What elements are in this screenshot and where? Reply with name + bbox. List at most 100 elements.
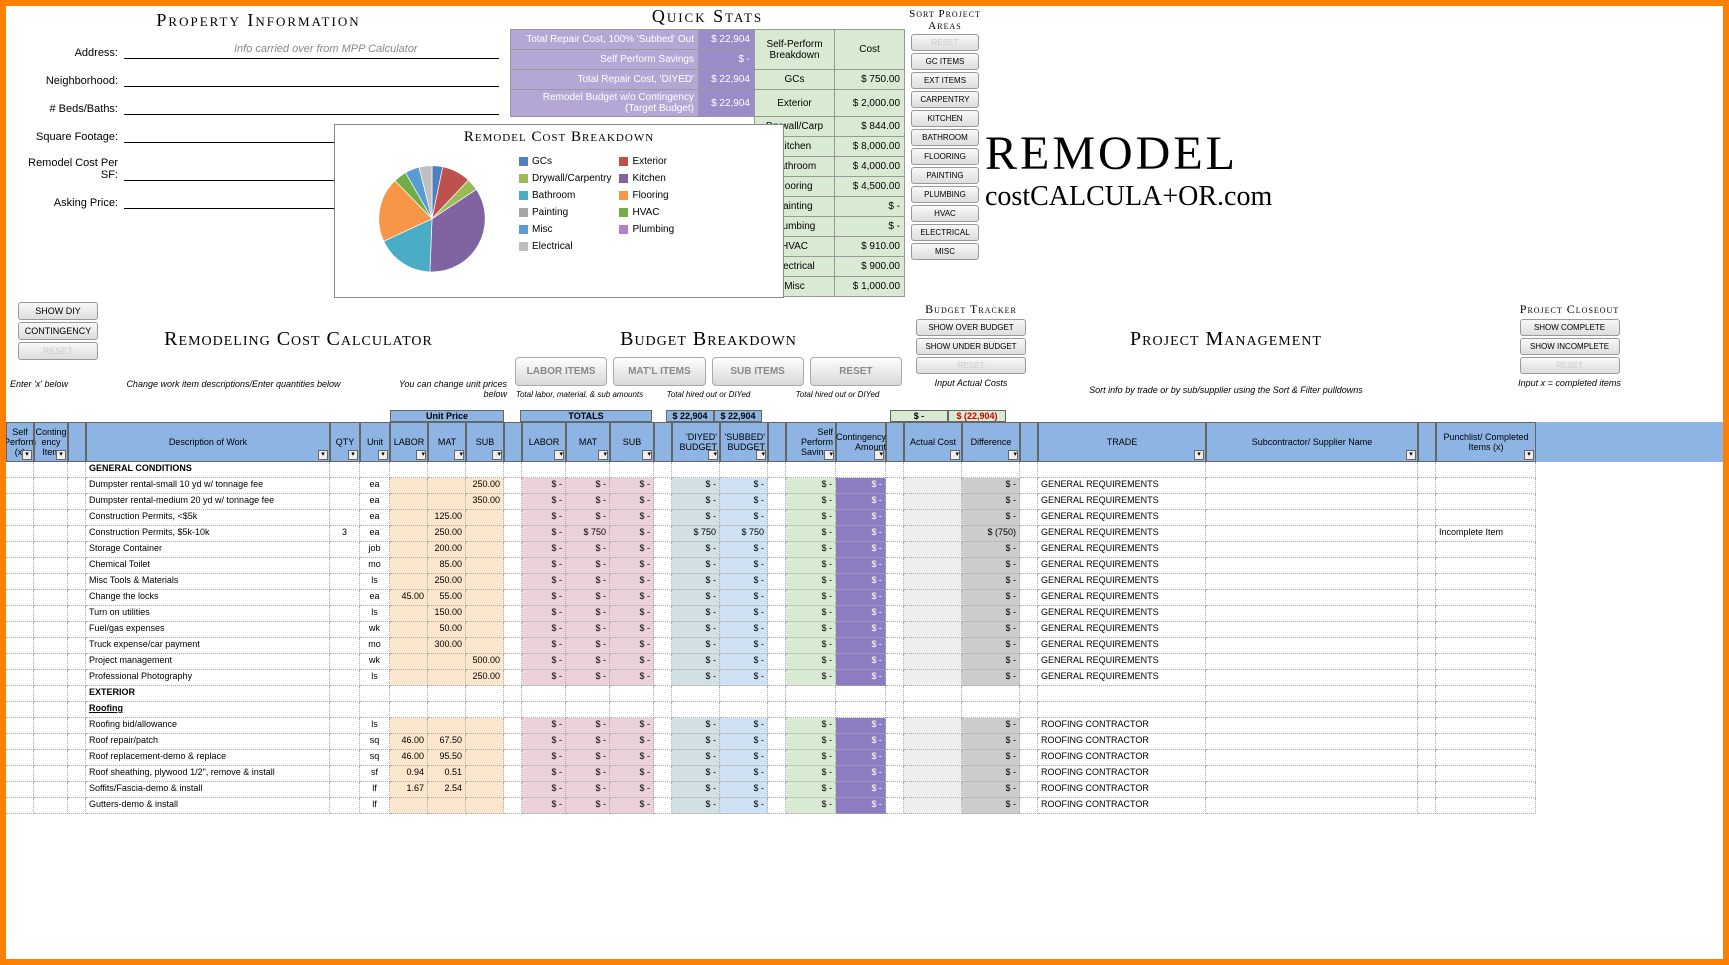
- filter-icon[interactable]: ▾: [824, 450, 834, 460]
- cell[interactable]: $ -: [836, 574, 886, 590]
- cell[interactable]: $ -: [786, 590, 836, 606]
- sort-btn-plumbing[interactable]: PLUMBING: [911, 186, 979, 203]
- cell[interactable]: [1206, 638, 1418, 654]
- column-header[interactable]: 'DIYED' BUDGET▾: [672, 422, 720, 462]
- cell[interactable]: [428, 686, 466, 702]
- cell[interactable]: [886, 670, 904, 686]
- cell[interactable]: [654, 558, 672, 574]
- cell[interactable]: [654, 702, 672, 718]
- cell[interactable]: $ -: [786, 526, 836, 542]
- cell[interactable]: $ -: [522, 782, 566, 798]
- cell[interactable]: $ -: [672, 766, 720, 782]
- cell[interactable]: $ -: [962, 558, 1020, 574]
- cell[interactable]: $ -: [610, 494, 654, 510]
- cell[interactable]: [466, 462, 504, 478]
- cell[interactable]: [522, 686, 566, 702]
- field-input[interactable]: [124, 101, 499, 115]
- sort-btn-electrical[interactable]: ELECTRICAL: [911, 224, 979, 241]
- filter-icon[interactable]: ▾: [1524, 450, 1534, 460]
- cell[interactable]: [1206, 670, 1418, 686]
- cell[interactable]: [1206, 462, 1418, 478]
- cell[interactable]: [1020, 734, 1038, 750]
- cell[interactable]: [466, 526, 504, 542]
- cell[interactable]: [904, 478, 962, 494]
- cell[interactable]: $ -: [566, 478, 610, 494]
- cell[interactable]: [1436, 558, 1536, 574]
- cell[interactable]: [504, 718, 522, 734]
- cell[interactable]: $ -: [522, 510, 566, 526]
- cell[interactable]: GENERAL REQUIREMENTS: [1038, 606, 1206, 622]
- cell[interactable]: $ -: [522, 638, 566, 654]
- cell[interactable]: [1436, 718, 1536, 734]
- cell[interactable]: [904, 734, 962, 750]
- cell[interactable]: [786, 462, 836, 478]
- cell[interactable]: [68, 494, 86, 510]
- cell[interactable]: [1038, 686, 1206, 702]
- cell[interactable]: [904, 590, 962, 606]
- cell[interactable]: ea: [360, 510, 390, 526]
- cell[interactable]: $ -: [962, 654, 1020, 670]
- cell[interactable]: [1436, 798, 1536, 814]
- cell[interactable]: $ -: [566, 590, 610, 606]
- cell[interactable]: [672, 462, 720, 478]
- cell[interactable]: [886, 558, 904, 574]
- cell[interactable]: lf: [360, 782, 390, 798]
- cell[interactable]: [654, 750, 672, 766]
- cell[interactable]: $ -: [720, 734, 768, 750]
- cell[interactable]: [654, 494, 672, 510]
- cell[interactable]: [1418, 478, 1436, 494]
- cell[interactable]: [1206, 510, 1418, 526]
- cell[interactable]: [1436, 542, 1536, 558]
- cell[interactable]: [6, 702, 34, 718]
- cell[interactable]: [6, 574, 34, 590]
- cell[interactable]: [1206, 478, 1418, 494]
- cell[interactable]: 250.00: [428, 526, 466, 542]
- cell[interactable]: $ -: [566, 558, 610, 574]
- cell[interactable]: [1436, 654, 1536, 670]
- cell[interactable]: $ -: [672, 654, 720, 670]
- cell[interactable]: mo: [360, 638, 390, 654]
- cell[interactable]: [466, 590, 504, 606]
- sort-btn-bathroom[interactable]: BATHROOM: [911, 129, 979, 146]
- cell[interactable]: [34, 606, 68, 622]
- cell[interactable]: 300.00: [428, 638, 466, 654]
- cell[interactable]: ROOFING CONTRACTOR: [1038, 798, 1206, 814]
- cell[interactable]: [330, 798, 360, 814]
- cell[interactable]: GENERAL REQUIREMENTS: [1038, 574, 1206, 590]
- cell[interactable]: ROOFING CONTRACTOR: [1038, 734, 1206, 750]
- reset-button[interactable]: RESET: [18, 342, 98, 360]
- cell[interactable]: 250.00: [466, 478, 504, 494]
- cell[interactable]: [768, 638, 786, 654]
- cell[interactable]: $ -: [836, 670, 886, 686]
- cell[interactable]: [1436, 606, 1536, 622]
- cell[interactable]: 46.00: [390, 734, 428, 750]
- cell[interactable]: [68, 606, 86, 622]
- cell[interactable]: ls: [360, 670, 390, 686]
- cell[interactable]: [504, 654, 522, 670]
- cell[interactable]: [768, 750, 786, 766]
- cell[interactable]: $ 750: [566, 526, 610, 542]
- cell[interactable]: $ -: [720, 718, 768, 734]
- cell[interactable]: ea: [360, 590, 390, 606]
- cell[interactable]: [904, 718, 962, 734]
- cell[interactable]: [654, 654, 672, 670]
- column-header[interactable]: Self Perform (x)▾: [6, 422, 34, 462]
- cell[interactable]: ROOFING CONTRACTOR: [1038, 718, 1206, 734]
- cell[interactable]: $ -: [836, 766, 886, 782]
- cell[interactable]: [6, 782, 34, 798]
- reset-button[interactable]: RESET: [810, 357, 902, 386]
- cell[interactable]: [904, 686, 962, 702]
- cell[interactable]: $ -: [566, 670, 610, 686]
- cell[interactable]: [1206, 750, 1418, 766]
- cell[interactable]: [330, 478, 360, 494]
- cell[interactable]: [466, 766, 504, 782]
- cell[interactable]: [68, 766, 86, 782]
- cell[interactable]: [466, 542, 504, 558]
- cell[interactable]: [68, 782, 86, 798]
- cell[interactable]: [1020, 718, 1038, 734]
- cell[interactable]: [1020, 782, 1038, 798]
- cell[interactable]: [466, 622, 504, 638]
- cell[interactable]: 2.54: [428, 782, 466, 798]
- cell[interactable]: $ -: [786, 638, 836, 654]
- cell[interactable]: $ -: [672, 590, 720, 606]
